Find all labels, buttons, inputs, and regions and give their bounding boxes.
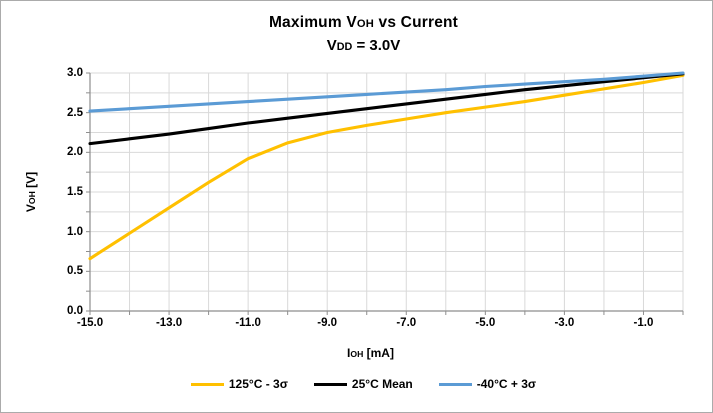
legend-label-minus40c: -40°C + 3σ bbox=[476, 377, 537, 391]
x-tick-label: -13.0 bbox=[155, 317, 183, 329]
y-tick-label: 3.0 bbox=[67, 67, 83, 79]
y-tick-label: 0.5 bbox=[67, 265, 83, 278]
series-line-2 bbox=[88, 71, 685, 113]
x-tick-label: -3.0 bbox=[554, 317, 575, 329]
chart-title-subscript: OH bbox=[356, 18, 375, 30]
legend-label-125c: 125°C - 3σ bbox=[228, 377, 288, 391]
chart-subtitle-suffix: = 3.0V bbox=[352, 37, 401, 54]
chart-title-text: Maximum V bbox=[268, 14, 357, 31]
legend-swatch-minus40c bbox=[438, 382, 472, 386]
x-tick-label: -7.0 bbox=[396, 317, 417, 329]
x-axis-title: IOH [mA] bbox=[347, 346, 394, 360]
chart-legend: 125°C - 3σ 25°C Mean -40°C + 3σ bbox=[1, 377, 712, 391]
legend-swatch-25c bbox=[313, 382, 347, 386]
legend-label-25c: 25°C Mean bbox=[351, 377, 413, 391]
legend-item-25c: 25°C Mean bbox=[313, 377, 413, 391]
chart-title: Maximum VOH vs Current bbox=[1, 14, 712, 32]
y-tick-label: 2.0 bbox=[67, 146, 83, 159]
chart-subtitle: VDD = 3.0V bbox=[1, 37, 712, 54]
chart-title-suffix: vs Current bbox=[374, 14, 459, 31]
legend-item-125c: 125°C - 3σ bbox=[190, 377, 288, 391]
y-tick-label: 1.0 bbox=[67, 225, 83, 238]
series-line-1 bbox=[88, 72, 685, 146]
y-tick-label: 1.5 bbox=[67, 186, 83, 198]
chart-subtitle-text: V bbox=[326, 37, 337, 54]
x-tick-label: -1.0 bbox=[633, 317, 654, 329]
x-tick-label: -9.0 bbox=[317, 317, 338, 329]
y-tick-label: 0.0 bbox=[67, 305, 83, 317]
x-tick-label: -5.0 bbox=[475, 317, 496, 329]
x-tick-label: -15.0 bbox=[76, 317, 104, 329]
legend-item-minus40c: -40°C + 3σ bbox=[438, 377, 537, 391]
x-tick-label: -11.0 bbox=[235, 317, 261, 329]
y-axis-title: VOH [V] bbox=[24, 171, 38, 213]
chart-subtitle-subscript: DD bbox=[336, 41, 353, 53]
y-tick-label: 2.5 bbox=[67, 106, 83, 119]
series-line-0 bbox=[88, 73, 685, 261]
legend-swatch-125c bbox=[190, 382, 224, 386]
